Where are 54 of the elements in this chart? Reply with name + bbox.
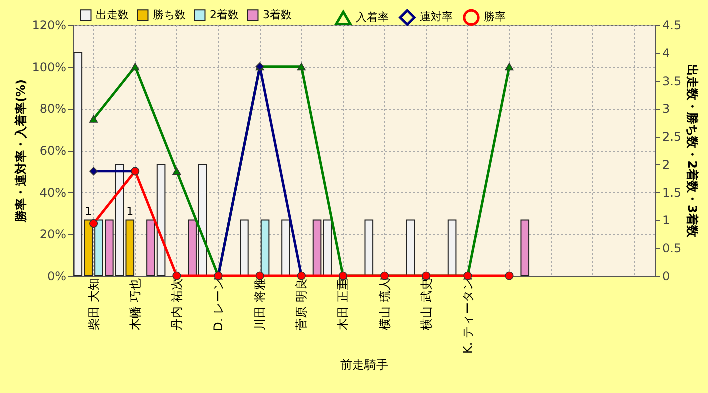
x-tick-label: 菅原 明良 [294,278,309,330]
legend-label: 勝率 [484,10,506,24]
legend-label: 連対率 [420,10,453,24]
legend-label: 3着数 [263,8,292,22]
point [505,272,514,280]
x-tick-label: 木幡 巧也 [128,278,142,330]
y-axis-title: 勝率・連対率・入着率(%) [14,80,28,224]
legend-label: 2着数 [210,8,239,22]
x-tick-label: K. ティータン [460,278,475,354]
point [505,63,514,71]
point [297,63,306,71]
y2-tick-label: 1.5 [662,186,682,200]
point [172,168,182,176]
data-label: 1 [126,205,134,218]
y2-tick-label: 1 [662,214,670,228]
legend-label: 出走数 [96,8,129,22]
y2-tick-label: 2 [662,158,670,172]
data-label: 1 [85,205,92,218]
point [131,63,140,71]
point [90,167,98,176]
x-tick-label: D. レーン [212,278,226,332]
x-tick-label: 柴田 大知 [86,278,101,330]
x-tick-label: 丹内 祐次 [170,278,184,330]
y-tick-label: 0% [47,270,66,284]
bar [282,220,290,276]
y2-tick-label: 0 [662,270,670,284]
y-tick-label: 40% [40,186,66,200]
x-tick-label: 横山 武史 [419,278,434,330]
x-axis-title: 前走騎手 [340,358,388,372]
bar [520,220,530,276]
y-tick-label: 80% [40,102,66,116]
y-tick-label: 20% [40,228,66,242]
legend-label: 入着率 [356,11,389,24]
y2-tick-label: 3 [662,102,670,116]
y2-axis-title: 出走数・勝ち数・2着数・3着数 [686,64,700,238]
point [90,115,98,123]
y-tick-label: 120% [32,18,66,32]
bar [448,220,457,276]
point [90,219,98,228]
x-tick-label: 川田 将雅 [253,278,268,330]
y2-tick-label: 0.5 [662,242,682,256]
y2-tick-label: 4.5 [662,18,682,32]
bar [240,220,249,276]
y2-tick-label: 2.5 [662,130,682,144]
y2-tick-label: 3.5 [662,74,682,88]
x-tick-label: 横山 琉人 [378,278,392,330]
legend-label: 勝ち数 [153,8,186,22]
bar [260,220,270,276]
x-tick-label: 木田 正重 [336,278,350,330]
bar [364,220,374,276]
bar [406,220,416,276]
y-tick-label: 60% [40,144,66,158]
y2-tick-label: 4 [662,46,670,60]
y-tick-label: 100% [32,60,66,74]
